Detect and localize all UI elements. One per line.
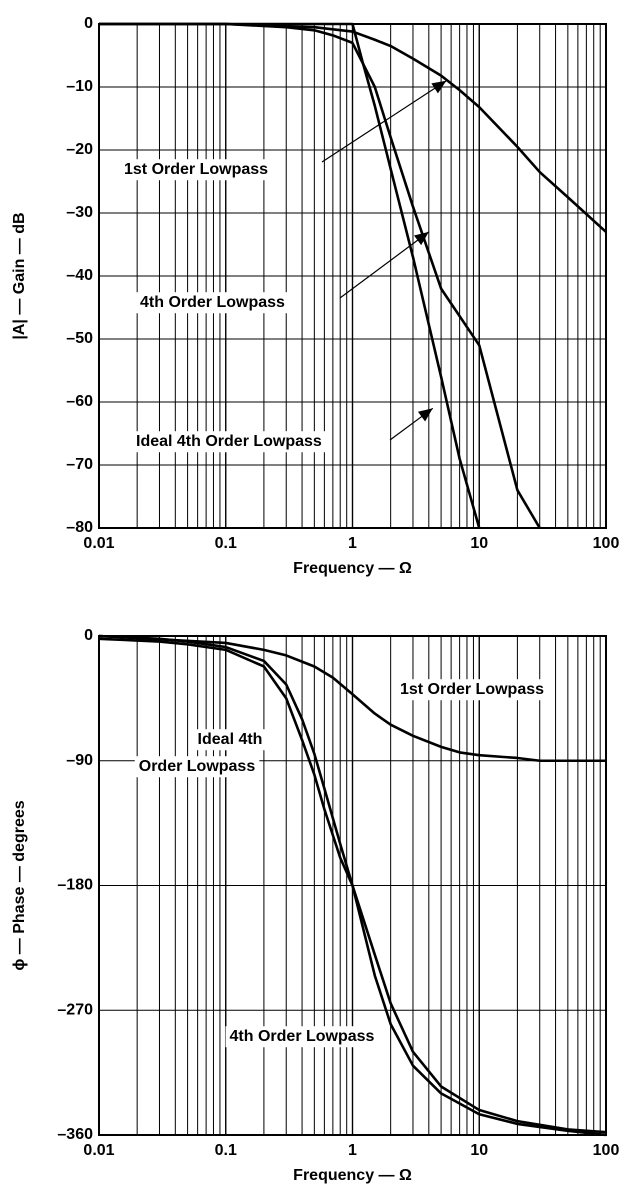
series-line-1st-order-lowpass: [99, 22, 607, 233]
y-axis-label: |A| — Gain — dB: [11, 212, 28, 339]
y-tick-label: –80: [66, 519, 93, 536]
grid: [99, 636, 606, 1135]
annotation-4th-order-lowpass: 4th Order Lowpass: [140, 294, 285, 311]
annotation-background: [120, 159, 273, 181]
y-tick-label: –10: [66, 78, 93, 95]
series-line-4th-order-lowpass: [98, 637, 607, 1137]
y-tick-label: –50: [66, 330, 93, 347]
annotations: 1st Order Lowpass 4th Order Lowpass Ideal …: [120, 80, 447, 453]
x-axis-label: Frequency — Ω: [293, 1167, 412, 1184]
series-line-1st-order-lowpass: [98, 634, 606, 763]
annotation-order-lowpass: Order Lowpass: [139, 758, 256, 775]
y-tick-label: –70: [66, 456, 93, 473]
x-tick-label: 10: [470, 1142, 488, 1159]
annotation-background: [136, 292, 290, 314]
annotation-background: [134, 756, 260, 778]
y-tick-label: –90: [66, 752, 93, 769]
annotations: 1st Order Lowpass Ideal 4th Order Lowpass 4…: [134, 679, 549, 1048]
x-tick-label: 100: [593, 1142, 620, 1159]
chart-panel-2: 1st Order Lowpass Ideal 4th Order Lowpass 4…: [11, 627, 619, 1184]
annotation-ideal-4th-order-lowpass: Ideal 4th Order Lowpass: [136, 433, 322, 450]
y-tick-label: –20: [66, 141, 93, 158]
series-line-ideal-4th-order-lowpass: [98, 634, 607, 1134]
annotation-1st-order-lowpass: 1st Order Lowpass: [124, 161, 268, 178]
y-tick-label: –40: [66, 267, 93, 284]
x-tick-label: 10: [470, 535, 488, 552]
chart-panel-1: 1st Order Lowpass 4th Order Lowpass Ideal …: [11, 15, 619, 577]
annotation-1st-order-lowpass: 1st Order Lowpass: [400, 681, 544, 698]
annotation-arrowhead: [417, 408, 433, 422]
y-tick-label: –360: [57, 1126, 93, 1143]
x-tick-label: 100: [593, 535, 620, 552]
annotation-background: [225, 1026, 379, 1048]
y-tick-label: –270: [57, 1001, 93, 1018]
x-tick-label: 1: [348, 1142, 357, 1159]
annotation-background: [193, 729, 267, 751]
x-tick-label: 0.01: [83, 535, 114, 552]
annotation-arrow-line: [321, 80, 447, 163]
y-tick-label: –180: [57, 877, 93, 894]
y-axis-label: ϕ — Phase — degrees: [11, 800, 28, 970]
y-tick-label: –60: [66, 393, 93, 410]
annotation-background: [395, 679, 549, 701]
y-tick-label: 0: [84, 15, 93, 32]
plot-frame: [98, 635, 607, 1136]
annotation-arrow-line: [339, 231, 430, 299]
x-tick-label: 1: [348, 535, 357, 552]
annotation-arrowhead: [413, 231, 429, 246]
y-tick-label: 0: [84, 627, 93, 644]
x-tick-label: 0.01: [83, 1142, 114, 1159]
annotation-arrowhead: [431, 80, 447, 94]
x-tick-label: 0.1: [215, 535, 237, 552]
y-tick-label: –30: [66, 204, 93, 221]
annotation-4th-order-lowpass: 4th Order Lowpass: [230, 1028, 375, 1045]
annotation-background: [132, 431, 326, 453]
series-line-4th-order-lowpass: [99, 22, 541, 529]
x-axis-label: Frequency — Ω: [293, 560, 412, 577]
annotation-ideal-4th: Ideal 4th: [198, 731, 263, 748]
plot-frame: [98, 23, 607, 529]
x-tick-label: 0.1: [215, 1142, 237, 1159]
